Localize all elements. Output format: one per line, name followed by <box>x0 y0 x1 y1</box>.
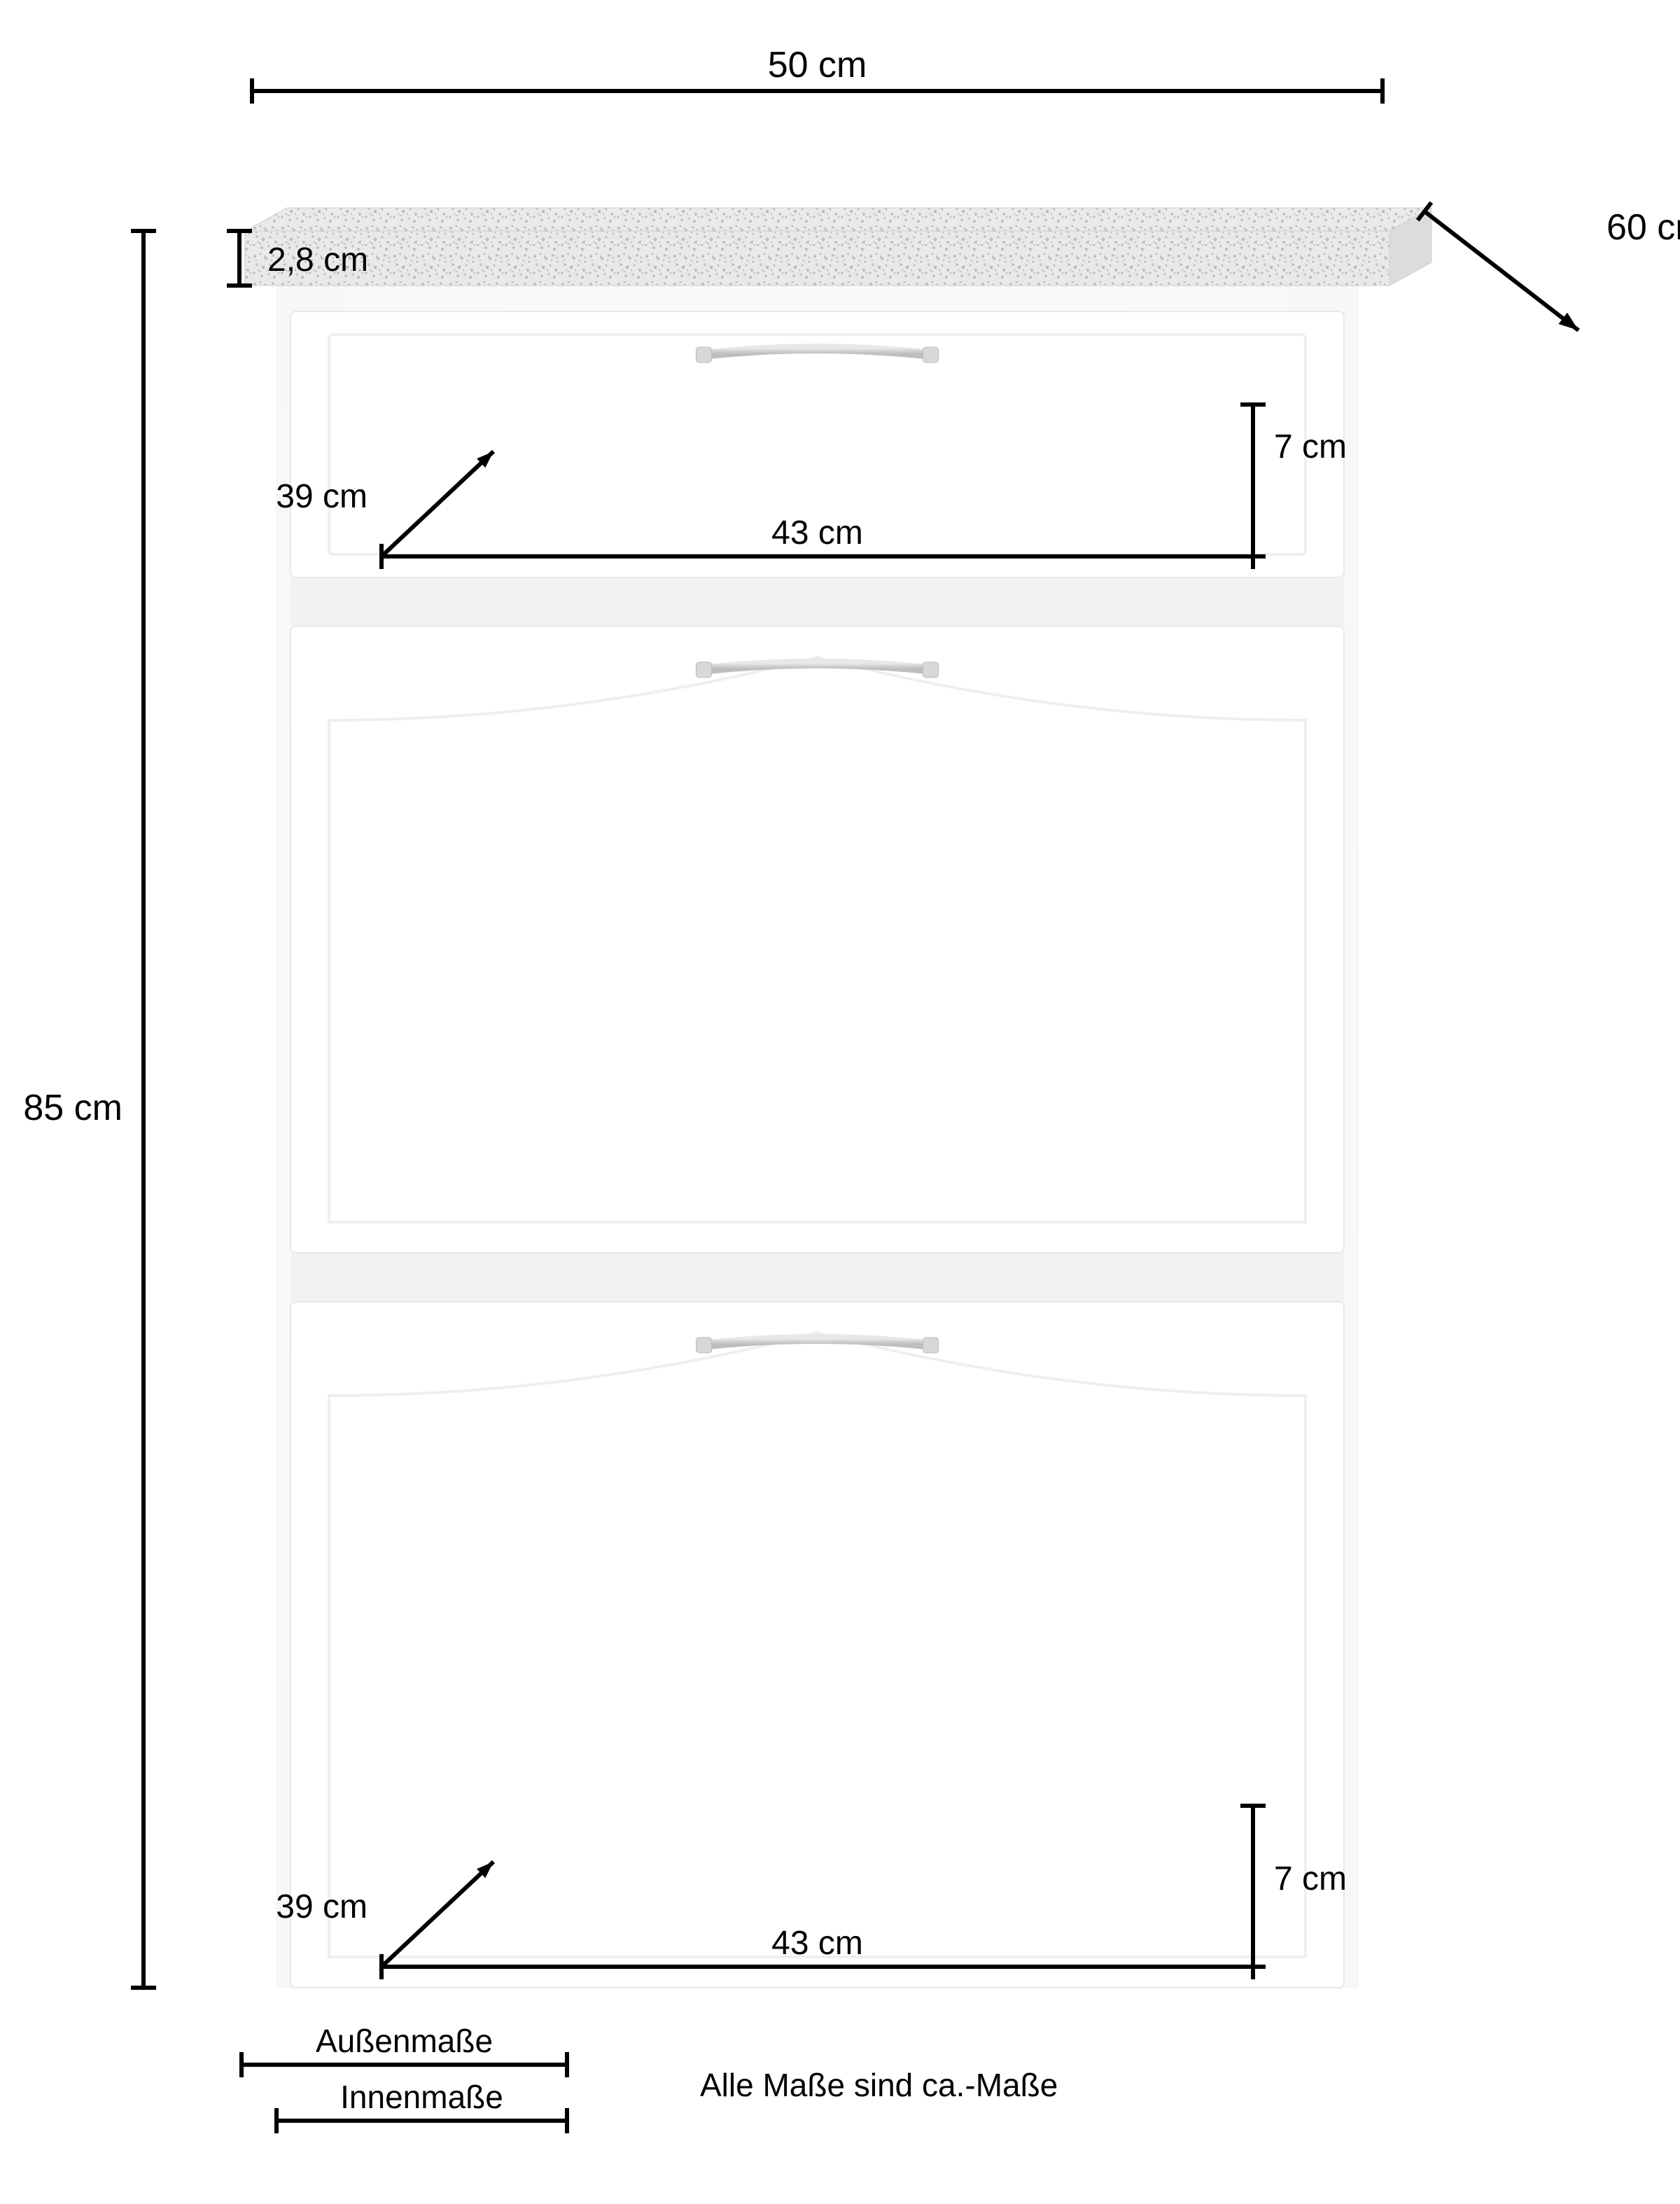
svg-text:2,8 cm: 2,8 cm <box>267 241 368 279</box>
svg-text:85 cm: 85 cm <box>23 1088 122 1128</box>
svg-text:39 cm: 39 cm <box>276 1888 368 1925</box>
svg-text:60 cm: 60 cm <box>1606 207 1680 248</box>
svg-text:39 cm: 39 cm <box>276 478 368 515</box>
svg-text:7 cm: 7 cm <box>1274 428 1347 465</box>
svg-text:7 cm: 7 cm <box>1274 1860 1347 1897</box>
svg-text:Innenmaße: Innenmaße <box>340 2079 503 2115</box>
svg-text:Außenmaße: Außenmaße <box>316 2023 493 2059</box>
svg-text:43 cm: 43 cm <box>771 514 863 552</box>
svg-text:50 cm: 50 cm <box>768 45 867 85</box>
svg-text:43 cm: 43 cm <box>771 1925 863 1962</box>
svg-text:Alle Maße sind ca.-Maße: Alle Maße sind ca.-Maße <box>700 2067 1058 2103</box>
